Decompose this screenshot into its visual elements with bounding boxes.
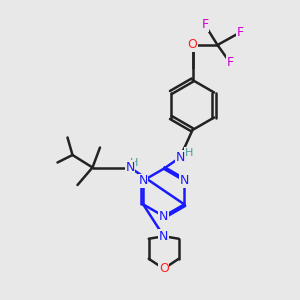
Text: N: N [175,151,185,164]
Text: F: F [236,26,244,39]
Text: N: N [125,161,135,174]
Text: O: O [159,262,169,275]
Text: N: N [180,174,189,187]
Text: F: F [226,56,234,69]
Text: H: H [184,148,193,158]
Text: N: N [139,174,148,187]
Text: N: N [159,230,168,243]
Text: F: F [201,19,208,32]
Text: O: O [188,38,197,52]
Text: N: N [159,210,168,223]
Text: H: H [130,158,138,167]
